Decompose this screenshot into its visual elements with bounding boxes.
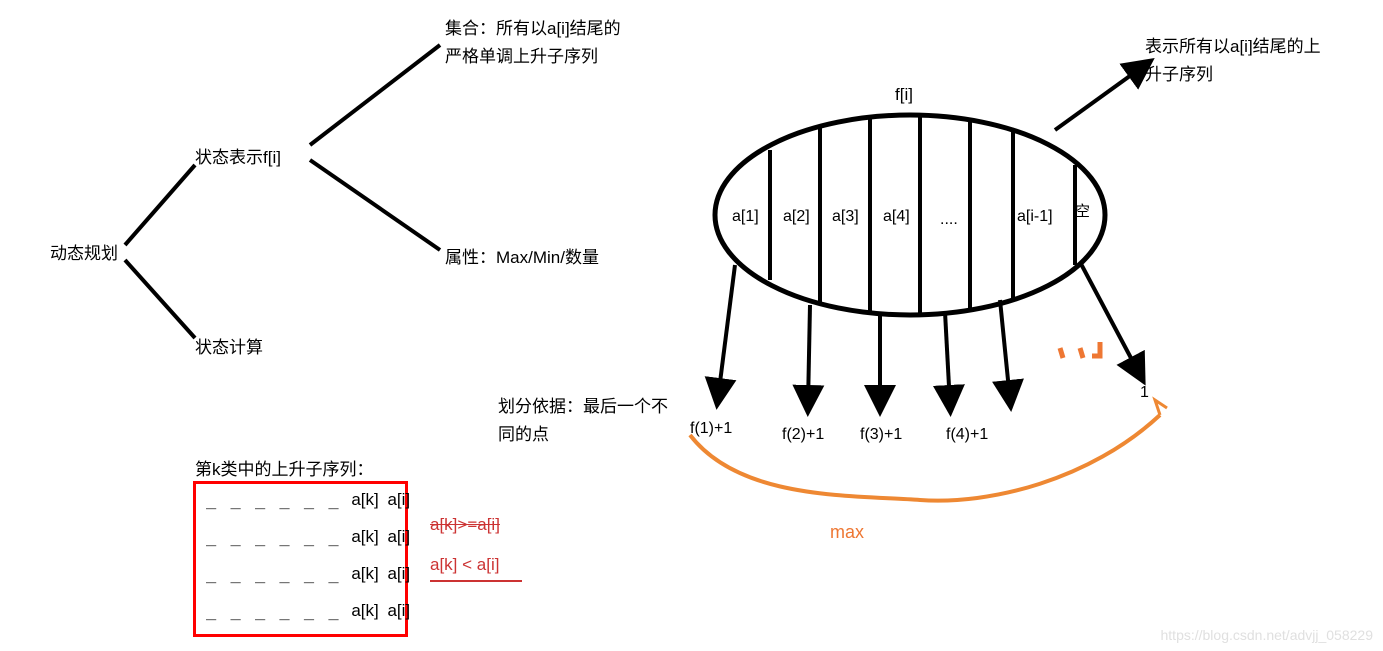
kbox-title: 第k类中的上升子序列：	[195, 455, 374, 480]
slice-4: ....	[940, 211, 958, 229]
cond-lt: a[k] < a[i]	[430, 555, 499, 575]
slice-3: a[4]	[883, 208, 910, 226]
slice-0: a[1]	[732, 208, 759, 226]
slice-1: a[2]	[783, 208, 810, 226]
ellipse-top-label: f[i]	[895, 85, 913, 105]
tree-lines	[0, 0, 700, 460]
slice-2: a[3]	[832, 208, 859, 226]
ellipse-annotation: 表示所有以a[i]结尾的上升子序列	[1145, 33, 1325, 89]
slice-6: 空	[1075, 200, 1090, 221]
kbox-row-4: _ _ _ _ _ _ a[k] a[i]	[206, 601, 410, 621]
kbox-row-prefix: _ _ _ _ _ _	[206, 490, 341, 510]
slice-5: a[i-1]	[1017, 208, 1053, 226]
kbox-row-ai: a[i]	[387, 490, 410, 509]
kbox-row-1: _ _ _ _ _ _ a[k] a[i]	[206, 490, 410, 510]
out-3: f(4)+1	[946, 426, 988, 444]
max-label: max	[830, 522, 864, 543]
out-0: f(1)+1	[690, 420, 732, 438]
kbox-row-2: _ _ _ _ _ _ a[k] a[i]	[206, 527, 410, 547]
kbox-row-ak: a[k]	[351, 490, 378, 509]
cond-underline	[430, 580, 522, 582]
watermark: https://blog.csdn.net/advjj_058229	[1161, 627, 1374, 643]
kbox-row-ai: a[i]	[387, 527, 410, 546]
kbox-row-prefix: _ _ _ _ _ _	[206, 564, 341, 584]
kbox-row-ak: a[k]	[351, 601, 378, 620]
out-1: f(2)+1	[782, 426, 824, 444]
kbox-row-3: _ _ _ _ _ _ a[k] a[i]	[206, 564, 410, 584]
kbox-row-ak: a[k]	[351, 527, 378, 546]
kbox-row-ai: a[i]	[387, 564, 410, 583]
out-2: f(3)+1	[860, 426, 902, 444]
kbox-row-ak: a[k]	[351, 564, 378, 583]
out-one: 1	[1140, 384, 1149, 402]
kbox-row-prefix: _ _ _ _ _ _	[206, 601, 341, 621]
cond-ge: a[k]>=a[i]	[430, 515, 500, 535]
kbox-row-prefix: _ _ _ _ _ _	[206, 527, 341, 547]
kbox-row-ai: a[i]	[387, 601, 410, 620]
